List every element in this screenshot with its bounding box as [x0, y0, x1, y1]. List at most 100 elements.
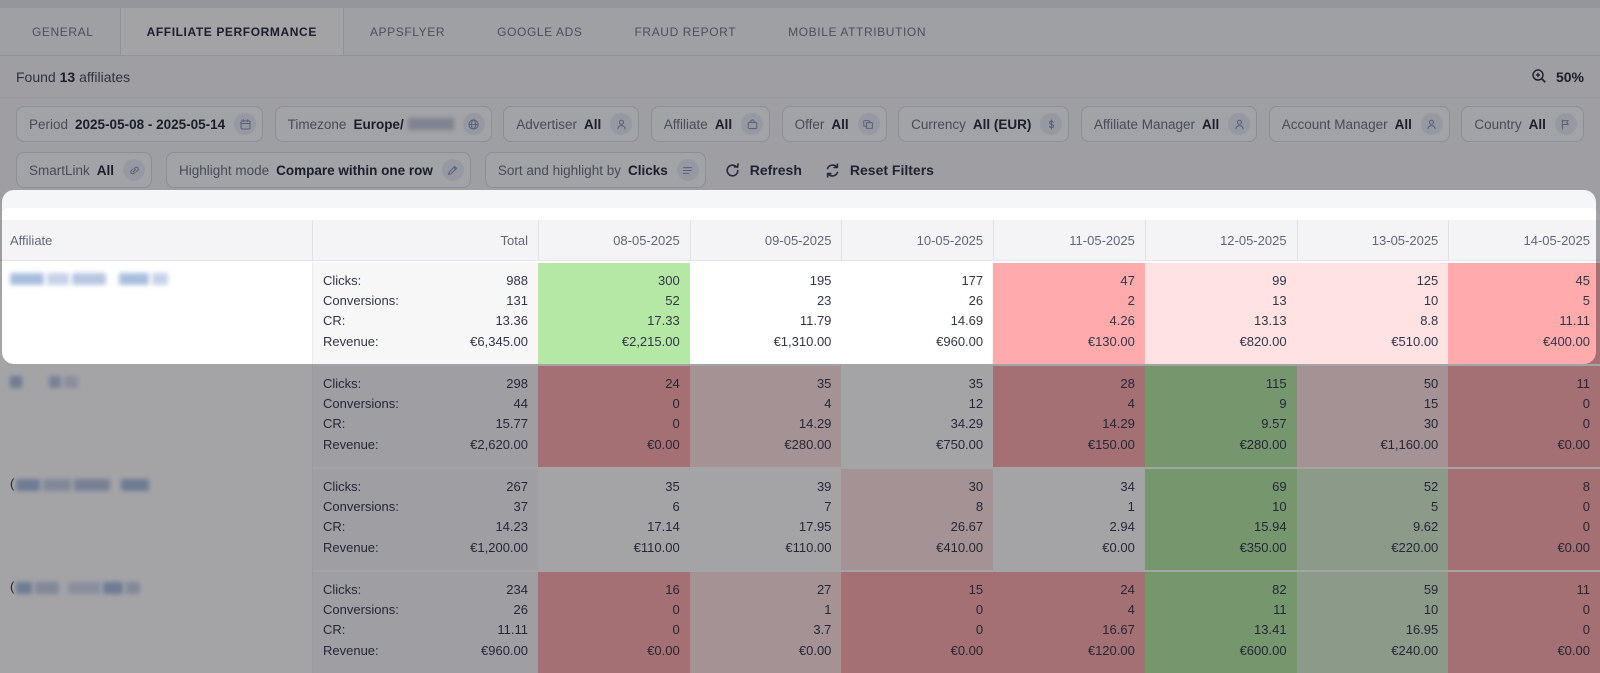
filter-timezone[interactable]: Timezone Europe/: [274, 106, 492, 142]
redacted-name-block: [10, 272, 44, 285]
refresh-button[interactable]: Refresh: [720, 162, 806, 179]
filter-country[interactable]: Country All: [1461, 106, 1584, 142]
day-cell-09-05-2025: 195 23 11.79 €1,310.00: [689, 261, 842, 364]
tab-affiliate-performance[interactable]: AFFILIATE PERFORMANCE: [119, 8, 344, 55]
metric-day-value: 0: [1582, 519, 1590, 535]
column-header-12-05-2025[interactable]: 12-05-2025: [1144, 220, 1297, 260]
metric-day-value: 300: [658, 272, 680, 288]
day-cell-12-05-2025: 69 10 15.94 €350.00: [1144, 467, 1297, 570]
filter-smartlink[interactable]: SmartLink All: [16, 152, 153, 188]
metric-day-value: 39: [816, 478, 832, 494]
filter-sort-and-highlight-by[interactable]: Sort and highlight by Clicks: [484, 152, 706, 188]
tab-fraud-report[interactable]: FRAUD REPORT: [634, 24, 737, 39]
metric-label: CR:: [323, 416, 346, 432]
refresh-icon: [724, 162, 741, 179]
filter-value: Europe/: [353, 116, 404, 132]
metric-total-value: €960.00: [481, 642, 528, 658]
metric-day-value: €110.00: [633, 539, 680, 555]
metric-day-value: 0: [975, 622, 984, 638]
metric-day-value: 24: [665, 375, 680, 391]
day-cell-12-05-2025: 99 13 13.13 €820.00: [1144, 261, 1297, 364]
affiliate-name-redacted[interactable]: [0, 364, 312, 467]
filter-period[interactable]: Period 2025-05-08 - 2025-05-14: [16, 106, 264, 142]
day-cell-14-05-2025: 11 0 0 €0.00: [1448, 570, 1600, 673]
metric-label: Clicks:: [323, 272, 362, 288]
metric-day-value: 0: [975, 602, 984, 618]
metric-label: Revenue:: [323, 436, 379, 452]
zoom-in-icon[interactable]: [1531, 68, 1548, 85]
calendar-icon: [234, 113, 257, 135]
metric-day-value: 7: [824, 499, 832, 515]
metric-day-value: 0: [1582, 499, 1590, 515]
filter-advertiser[interactable]: Advertiser All: [503, 106, 640, 142]
metric-day-value: 15: [968, 581, 984, 597]
column-header-total[interactable]: Total: [312, 220, 538, 260]
metric-day-value: 99: [1272, 272, 1287, 288]
affiliate-name-redacted[interactable]: (: [0, 467, 312, 570]
day-cell-11-05-2025: 28 4 14.29 €150.00: [993, 364, 1145, 467]
pencil-icon: [441, 159, 464, 181]
day-cell-14-05-2025: 11 0 0 €0.00: [1448, 364, 1600, 467]
filter-value: All: [714, 116, 733, 132]
metric-day-value: 14.29: [798, 416, 832, 432]
metric-day-value: 34.29: [950, 416, 984, 432]
filter-value: All: [1394, 116, 1412, 132]
zoom-control[interactable]: 50%: [1531, 68, 1584, 85]
filter-offer[interactable]: Offer All: [781, 106, 887, 142]
column-header-10-05-2025[interactable]: 10-05-2025: [841, 220, 994, 260]
column-header-11-05-2025[interactable]: 11-05-2025: [993, 220, 1145, 260]
filter-account-manager[interactable]: Account Manager All: [1268, 106, 1450, 142]
metric-day-value: €0.00: [798, 642, 832, 658]
column-header-14-05-2025[interactable]: 14-05-2025: [1448, 220, 1600, 260]
column-header-09-05-2025[interactable]: 09-05-2025: [689, 220, 842, 260]
tab-bar: GENERAL AFFILIATE PERFORMANCE APPSFLYER GOO…: [0, 8, 1600, 56]
column-header-affiliate[interactable]: Affiliate: [0, 220, 312, 260]
metric-day-value: 4.26: [1109, 313, 1135, 329]
filter-value: All: [96, 162, 115, 178]
metric-day-value: 15.94: [1254, 519, 1287, 535]
filter-label: Offer: [794, 116, 825, 132]
column-header-13-05-2025[interactable]: 13-05-2025: [1296, 220, 1449, 260]
metric-day-value: €0.00: [1557, 642, 1590, 658]
metric-day-value: 52: [665, 293, 680, 309]
filter-label: Affiliate: [663, 116, 708, 132]
filter-label: Country: [1474, 116, 1522, 132]
filter-highlight-mode[interactable]: Highlight mode Compare within one row: [166, 152, 471, 188]
reset-filters-button[interactable]: Reset Filters: [820, 162, 938, 179]
total-cell: Clicks: 267 Conversions: 37 CR: 14.23 Revenue:…: [312, 467, 538, 570]
metric-total-value: €6,345.00: [470, 333, 528, 349]
tab-general[interactable]: GENERAL: [32, 24, 94, 39]
affiliate-name-redacted[interactable]: [0, 261, 312, 364]
filter-affiliate[interactable]: Affiliate All: [650, 106, 771, 142]
filter-value: All: [584, 116, 602, 132]
affiliate-row-1: Clicks: 988 Conversions: 131 CR: 13.36 Revenue…: [0, 261, 1600, 364]
day-cell-08-05-2025: 300 52 17.33 €2,215.00: [538, 261, 690, 364]
filter-label: Affiliate Manager: [1093, 116, 1195, 132]
redacted-name-block: [47, 272, 69, 285]
filter-currency[interactable]: Currency All (EUR): [898, 106, 1070, 142]
metric-day-value: 0: [672, 602, 680, 618]
metric-label: Conversions:: [323, 293, 399, 309]
filter-affiliate-manager[interactable]: Affiliate Manager All: [1080, 106, 1258, 142]
metric-day-value: €280.00: [784, 436, 832, 452]
window-top-strip: [0, 0, 1600, 8]
list-icon: [676, 159, 699, 181]
metric-day-value: 0: [1582, 416, 1590, 432]
tab-google-ads[interactable]: GOOGLE ADS: [497, 24, 583, 39]
column-header-08-05-2025[interactable]: 08-05-2025: [538, 220, 690, 260]
button-label: Reset Filters: [849, 162, 934, 178]
metric-day-value: 9: [1279, 396, 1287, 412]
metric-day-value: 35: [816, 375, 832, 391]
redacted-name-block: [68, 581, 101, 594]
redacted-name-block: [119, 272, 149, 285]
metric-label: CR:: [323, 519, 346, 535]
tab-mobile-attribution[interactable]: MOBILE ATTRIBUTION: [788, 24, 927, 39]
affiliate-name-redacted[interactable]: (: [0, 570, 312, 673]
metric-total-value: 44: [513, 396, 528, 412]
metric-day-value: €220.00: [1391, 539, 1439, 555]
metric-day-value: 10: [1423, 293, 1439, 309]
tab-appsflyer[interactable]: APPSFLYER: [369, 24, 446, 39]
metric-day-value: 0: [1582, 396, 1590, 412]
metric-label: Conversions:: [323, 602, 399, 618]
results-toolbar: Found 13 affiliates 50%: [0, 56, 1600, 98]
